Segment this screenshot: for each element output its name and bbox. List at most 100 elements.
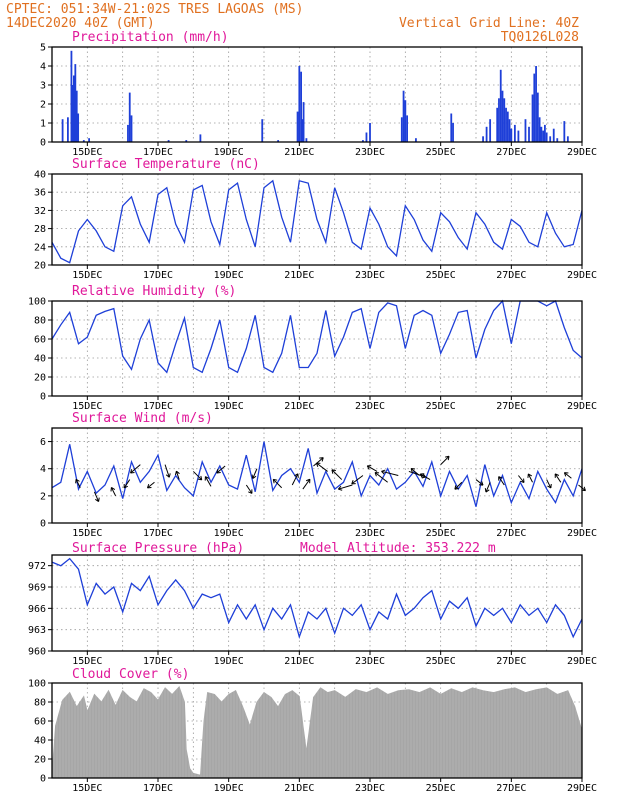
wind-arrowhead: [165, 473, 171, 478]
wind-vector: [381, 470, 399, 476]
precip-bar: [535, 66, 537, 142]
wind-arrowhead: [146, 483, 152, 489]
wind-arrowhead: [305, 478, 311, 484]
precip-bar: [130, 115, 133, 142]
precip-bar: [542, 130, 545, 142]
wind-arrowhead: [381, 469, 386, 475]
wind-arrowhead: [520, 478, 525, 483]
x-tick-label: 15DEC: [72, 401, 102, 412]
wind-arrowhead: [204, 476, 210, 481]
precip-bar: [513, 124, 516, 142]
wind-vector: [164, 464, 170, 478]
x-tick-label: 25DEC: [426, 528, 456, 539]
x-tick-label: 25DEC: [426, 270, 456, 281]
x-tick-label: 17DEC: [143, 783, 173, 794]
wind-vector: [110, 487, 117, 497]
wind-arrowhead: [197, 475, 203, 481]
precip-bar: [74, 64, 77, 142]
precip-bar: [301, 119, 304, 142]
y-tick-label: 6: [40, 437, 46, 448]
y-tick-label: 966: [28, 604, 46, 615]
y-tick-label: 2: [40, 491, 46, 502]
x-tick-label: 23DEC: [355, 528, 385, 539]
panel-3: 0 20 40 60 80 100 15DEC 17DEC 19DEC 21DEC 23DEC 25D…: [28, 284, 597, 412]
wind-arrowhead: [331, 469, 336, 474]
x-tick-label: 19DEC: [214, 270, 244, 281]
wind-vector: [93, 491, 100, 502]
y-tick-label: 20: [34, 261, 46, 272]
x-tick-label: 25DEC: [426, 147, 456, 158]
wind-arrowhead: [410, 468, 416, 473]
x-tick-label: 19DEC: [214, 656, 244, 667]
y-tick-label: 32: [34, 206, 46, 217]
wind-vector: [351, 475, 364, 485]
x-tick-label: 19DEC: [214, 401, 244, 412]
precip-bar: [549, 136, 552, 142]
x-tick-label: 27DEC: [496, 270, 526, 281]
precip-bar: [404, 100, 407, 142]
precip-bar: [305, 138, 308, 142]
wind-vector: [498, 476, 505, 486]
x-tick-label: 25DEC: [426, 656, 456, 667]
x-tick-label: 19DEC: [214, 528, 244, 539]
wind-vector: [485, 482, 491, 493]
wind-vector: [374, 472, 388, 483]
wind-vector: [316, 462, 328, 472]
y-tick-label: 60: [34, 717, 46, 728]
x-tick-label: 27DEC: [496, 783, 526, 794]
wind-arrowhead: [563, 472, 569, 477]
x-tick-label: 23DEC: [355, 783, 385, 794]
wind-vector: [410, 468, 420, 476]
y-tick-label: 0: [40, 392, 46, 403]
wind-vector: [147, 481, 155, 489]
x-tick-label: 27DEC: [496, 528, 526, 539]
precip-bar: [544, 124, 546, 142]
wind-arrowhead: [478, 481, 484, 486]
precip-bar: [552, 128, 555, 142]
precip-bar: [261, 119, 264, 142]
precip-bar: [302, 102, 305, 142]
x-tick-label: 21DEC: [284, 528, 314, 539]
panel-title: Surface Wind (m/s): [72, 411, 213, 426]
y-tick-label: 0: [40, 519, 46, 530]
wind-arrowhead: [130, 469, 135, 474]
wind-arrowhead: [216, 469, 221, 474]
wind-arrowhead: [315, 462, 321, 467]
wind-vector: [518, 475, 525, 483]
wind-vector: [420, 473, 431, 481]
panel-4: 0 2 4 6 15DEC 17DEC 19DEC 21DEC 23DEC 25DEC 27DEC 2…: [40, 411, 597, 539]
precip-bar: [498, 98, 500, 142]
x-tick-label: 21DEC: [284, 783, 314, 794]
x-tick-label: 17DEC: [143, 401, 173, 412]
y-tick-label: 963: [28, 625, 46, 636]
precip-bar: [510, 128, 513, 142]
x-tick-label: 25DEC: [426, 401, 456, 412]
x-tick-label: 25DEC: [426, 783, 456, 794]
x-tick-label: 15DEC: [72, 783, 102, 794]
wind-arrowhead: [351, 479, 356, 485]
panel-title: Relative Humidity (%): [72, 284, 236, 299]
panel-title: Cloud Cover (%): [72, 667, 189, 682]
precip-bar: [88, 138, 90, 142]
precip-bar: [406, 115, 408, 142]
wind-vector: [440, 455, 450, 465]
x-tick-label: 29DEC: [567, 783, 597, 794]
plot-frame: [51, 554, 583, 652]
wind-vector: [216, 465, 226, 474]
plot-frame: [51, 682, 583, 779]
precip-bar: [528, 126, 530, 142]
wind-vector: [546, 479, 552, 489]
precip-bar: [501, 90, 504, 142]
precip-bar: [545, 132, 548, 142]
precip-bar: [82, 140, 85, 142]
wind-vector: [564, 472, 572, 479]
x-tick-label: 23DEC: [355, 401, 385, 412]
wind-vector: [123, 479, 131, 489]
x-tick-label: 21DEC: [284, 656, 314, 667]
wind-vector: [204, 476, 212, 487]
x-tick-label: 15DEC: [72, 528, 102, 539]
plot-frame: [51, 427, 583, 524]
wind-arrowhead: [248, 489, 253, 494]
wind-arrowhead: [110, 487, 116, 492]
